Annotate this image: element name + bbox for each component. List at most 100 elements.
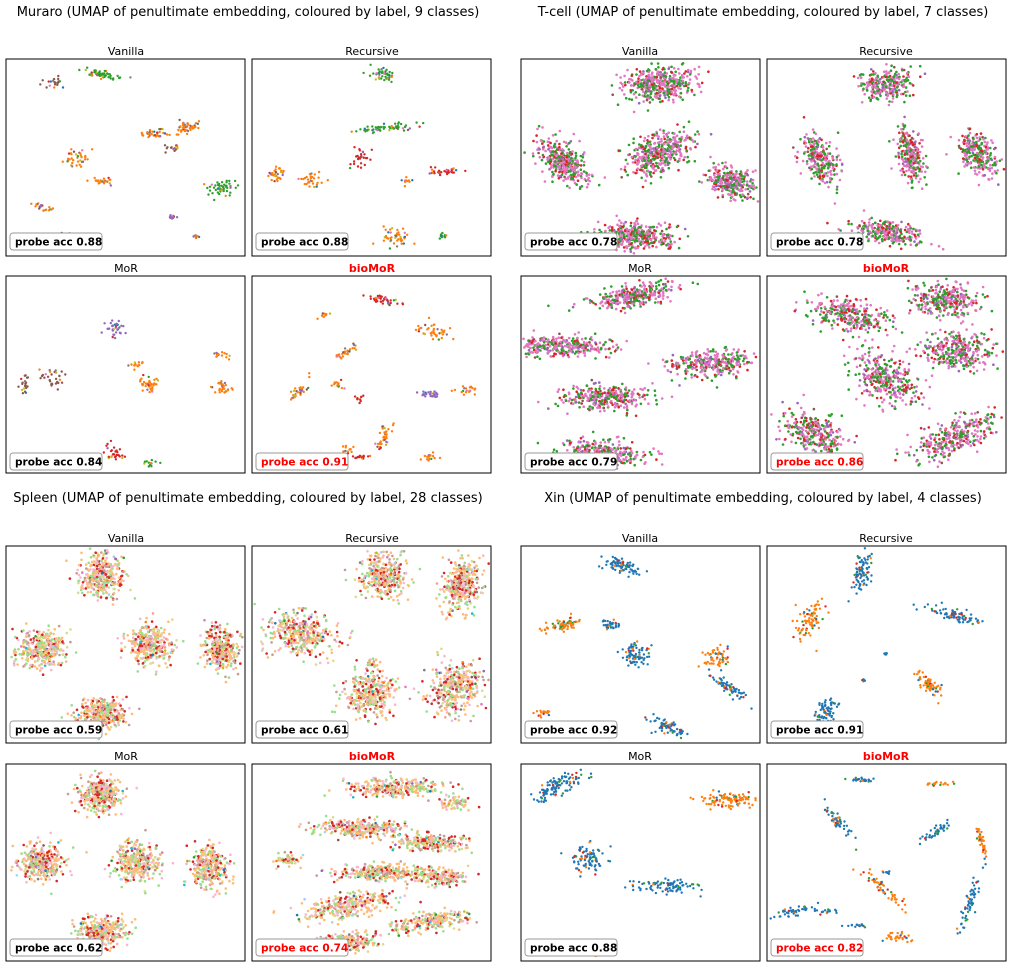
scatter-point [709, 176, 712, 179]
scatter-point [384, 228, 387, 231]
scatter-point [642, 90, 645, 93]
scatter-point [216, 191, 220, 194]
scatter-point [363, 129, 366, 132]
scatter-point [818, 182, 821, 186]
scatter-point [730, 195, 734, 199]
scatter-point [645, 98, 649, 102]
scatter-point [820, 138, 823, 142]
scatter-point [751, 170, 755, 173]
scatter-point [622, 246, 626, 249]
scatter-point [148, 128, 152, 132]
scatter-point [739, 180, 742, 183]
scatter-point [887, 71, 891, 75]
scatter-point [655, 245, 658, 249]
scatter-point [395, 232, 399, 235]
scatter-point [39, 205, 42, 208]
scatter-point [873, 221, 877, 225]
scatter-point [642, 296, 645, 300]
scatter-point [653, 240, 656, 244]
scatter-point [749, 196, 752, 199]
scatter-point [900, 220, 903, 224]
scatter-point [619, 76, 622, 79]
scatter-point [733, 178, 736, 182]
scatter-point [817, 140, 820, 144]
scatter-point [852, 75, 856, 78]
scatter-point [717, 175, 721, 179]
scatter-point [963, 139, 966, 142]
group-title: T-cell (UMAP of penultimate embedding, c… [537, 5, 989, 20]
scatter-point [39, 83, 42, 86]
scatter-point [826, 171, 830, 174]
scatter-point [749, 178, 753, 181]
scatter-point [686, 160, 689, 164]
scatter-point [885, 63, 888, 66]
scatter-point [118, 455, 121, 458]
scatter-point [532, 139, 535, 143]
scatter-point [107, 176, 110, 180]
scatter-point [900, 239, 903, 242]
scatter-point [673, 136, 677, 139]
scatter-point [667, 166, 671, 170]
scatter-point [653, 86, 656, 90]
scatter-point [53, 86, 56, 89]
scatter-point [222, 187, 225, 190]
scatter-point [106, 447, 109, 450]
scatter-point [561, 345, 564, 349]
scatter-point [975, 132, 979, 136]
scatter-point [657, 137, 660, 141]
scatter-point [908, 94, 912, 97]
scatter-point [624, 83, 627, 87]
scatter-point [860, 219, 864, 223]
scatter-point [630, 228, 633, 231]
scatter-point [615, 296, 618, 300]
scatter-point [905, 169, 908, 173]
scatter-point [642, 230, 646, 233]
scatter-point [681, 62, 685, 65]
scatter-point [650, 231, 654, 235]
scatter-point [660, 287, 663, 291]
scatter-point [548, 345, 552, 348]
scatter-point [711, 187, 714, 191]
scatter-point [626, 305, 629, 308]
scatter-point [916, 154, 919, 157]
scatter-point [236, 184, 240, 187]
scatter-point [358, 401, 361, 405]
scatter-point [565, 159, 568, 163]
scatter-point [359, 166, 363, 169]
scatter-point [61, 86, 65, 89]
scatter-point [906, 90, 909, 93]
scatter-point [617, 228, 620, 231]
scatter-point [113, 336, 117, 340]
scatter-point [405, 176, 408, 179]
scatter-point [896, 224, 900, 227]
scatter-point [746, 187, 750, 191]
scatter-point [903, 100, 906, 104]
scatter-point [586, 182, 590, 186]
scatter-point [98, 181, 102, 184]
scatter-point [382, 122, 386, 126]
scatter-point [362, 156, 366, 159]
scatter-point [975, 173, 979, 176]
scatter-point [387, 78, 391, 82]
scatter-point [390, 75, 393, 79]
scatter-point [388, 70, 391, 74]
scatter-point [185, 132, 189, 136]
scatter-point [359, 128, 362, 131]
scatter-point [437, 169, 441, 172]
scatter-point [678, 137, 681, 141]
scatter-point [180, 129, 183, 132]
scatter-point [636, 151, 639, 155]
scatter-point [371, 125, 374, 128]
scatter-point [384, 443, 388, 447]
scatter-point [652, 149, 656, 152]
scatter-point [567, 148, 571, 151]
scatter-point [228, 182, 231, 185]
scatter-point [570, 177, 573, 180]
scatter-point [638, 294, 641, 297]
scatter-point [353, 146, 356, 149]
scatter-point [368, 74, 372, 77]
scatter-point [379, 129, 382, 132]
scatter-point [322, 315, 325, 318]
scatter-point [990, 139, 993, 142]
scatter-point [905, 138, 909, 142]
